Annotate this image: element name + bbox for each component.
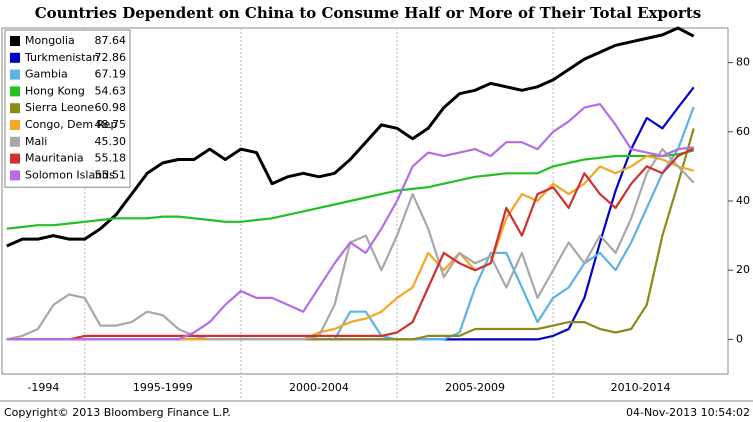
lines — [6, 26, 695, 341]
legend-value: 72.86 — [95, 51, 127, 64]
x-period-label: 2000-2004 — [289, 381, 349, 394]
series-line — [6, 26, 695, 248]
legend-swatch — [10, 170, 20, 181]
legend-swatch — [10, 86, 20, 97]
series-line — [6, 103, 694, 341]
legend-value: 54.63 — [95, 84, 127, 97]
legend-swatch — [10, 36, 20, 46]
legend-label: Gambia — [25, 68, 68, 81]
legend-value: 55.51 — [95, 168, 127, 181]
legend-label: Sierra Leone — [25, 101, 94, 114]
legend-label: Turkmenistan — [24, 51, 99, 64]
legend-swatch — [10, 52, 20, 63]
x-period-label: 2005-2009 — [445, 381, 505, 394]
legend-swatch — [10, 153, 20, 164]
x-period-label: 1995-1999 — [133, 381, 193, 394]
legend-swatch — [10, 103, 20, 114]
y-tick-label: 0 — [736, 332, 743, 345]
legend-value: 67.19 — [95, 68, 127, 81]
legend-value: 60.98 — [95, 101, 127, 114]
chart-title: Countries Dependent on China to Consume … — [35, 4, 702, 22]
legend-label: Mongolia — [25, 34, 75, 47]
legend-box — [4, 29, 131, 188]
legend-value: 55.18 — [95, 152, 127, 165]
y-tick-label: 40 — [736, 194, 750, 207]
y-tick-label: 60 — [736, 125, 750, 138]
legend-value: 48.75 — [95, 118, 127, 131]
series-line — [6, 147, 695, 341]
legend-value: 45.30 — [95, 135, 127, 148]
legend-swatch — [10, 69, 20, 80]
x-period-label: -1994 — [27, 381, 59, 394]
y-tick-label: 20 — [736, 263, 750, 276]
series-line — [6, 149, 694, 230]
copyright: Copyright© 2013 Bloomberg Finance L.P. — [4, 406, 231, 419]
legend-label: Mali — [25, 135, 47, 148]
y-tick-label: 80 — [736, 56, 750, 69]
x-period-label: 2010-2014 — [611, 381, 671, 394]
legend-label: Hong Kong — [25, 84, 85, 97]
legend-label: Congo, Dem Rep — [25, 118, 117, 131]
legend-label: Solomon Islands — [25, 168, 115, 181]
legend-value: 87.64 — [95, 34, 127, 47]
legend-swatch — [10, 120, 20, 130]
timestamp: 04-Nov-2013 10:54:02 — [626, 406, 750, 419]
legend-swatch — [10, 136, 20, 147]
legend-label: Mauritania — [25, 152, 84, 165]
